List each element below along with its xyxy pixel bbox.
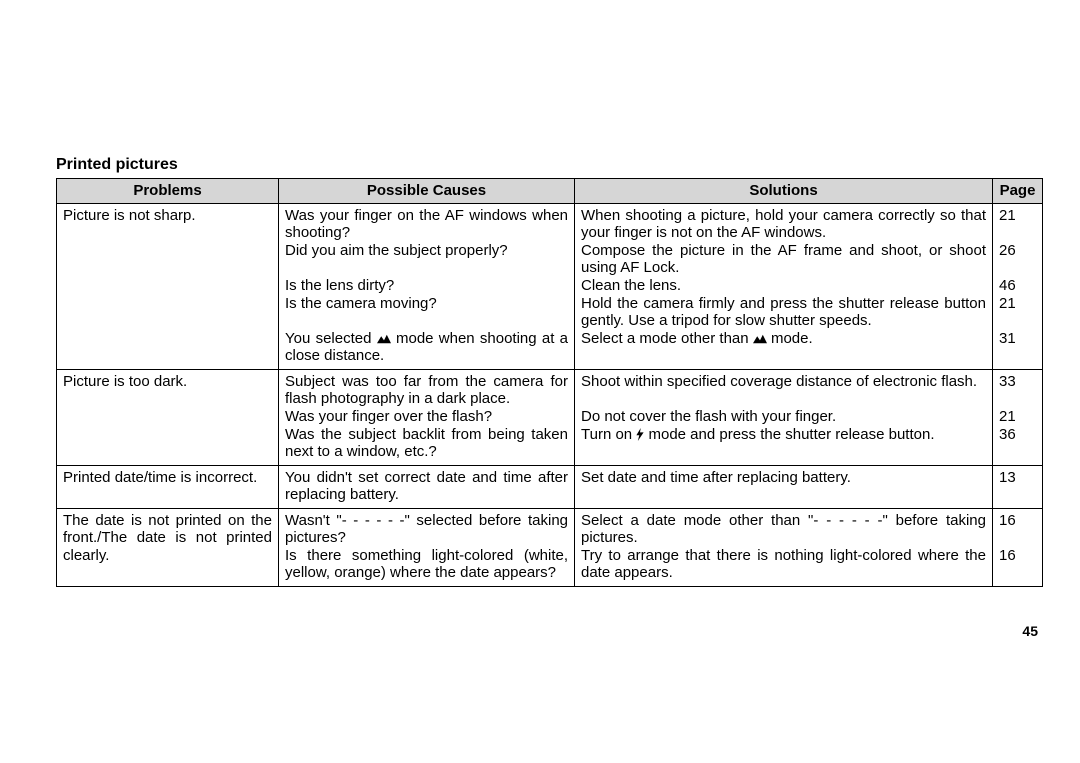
cell-solutions: Set date and time after replacing batter… — [575, 465, 993, 508]
section-title: Printed pictures — [56, 156, 1038, 174]
cause-entry: Was your finger on the AF windows when s… — [285, 207, 568, 242]
cell-causes: Was your finger on the AF windows when s… — [279, 203, 575, 369]
col-header-problems: Problems — [57, 179, 279, 204]
cause-entry: Did you aim the subject properly? — [285, 242, 568, 277]
cell-causes: You didn't set correct date and time aft… — [279, 465, 575, 508]
mountain-icon — [753, 334, 767, 344]
cell-causes: Wasn't "- - - - - -" selected before tak… — [279, 508, 575, 586]
cause-entry: Is the lens dirty? — [285, 277, 568, 295]
cell-page: 2126462131 — [993, 203, 1043, 369]
page-ref: 16 — [999, 547, 1036, 582]
solution-entry: Hold the camera firmly and press the shu… — [581, 295, 986, 330]
cause-entry: Subject was too far from the camera for … — [285, 373, 568, 408]
page: Printed pictures Problems Possible Cause… — [0, 0, 1080, 763]
page-ref: 31 — [999, 330, 1036, 365]
table-row: Picture is too dark.Subject was too far … — [57, 369, 1043, 465]
page-ref: 16 — [999, 512, 1036, 547]
cell-problem: The date is not printed on the front./Th… — [57, 508, 279, 586]
cell-solutions: When shooting a picture, hold your camer… — [575, 203, 993, 369]
page-ref: 46 — [999, 277, 1036, 295]
solution-entry: Compose the picture in the AF frame and … — [581, 242, 986, 277]
solution-entry: Set date and time after replacing batter… — [581, 469, 986, 504]
cause-entry: Wasn't "- - - - - -" selected before tak… — [285, 512, 568, 547]
solution-entry: Select a date mode other than "- - - - -… — [581, 512, 986, 547]
cell-page: 1616 — [993, 508, 1043, 586]
table-row: Picture is not sharp.Was your finger on … — [57, 203, 1043, 369]
cause-entry: You didn't set correct date and time aft… — [285, 469, 568, 504]
page-ref: 26 — [999, 242, 1036, 277]
page-ref: 21 — [999, 207, 1036, 242]
solution-entry: Turn on mode and press the shutter relea… — [581, 426, 986, 461]
cause-entry: Is the camera moving? — [285, 295, 568, 330]
solution-entry: Try to arrange that there is nothing lig… — [581, 547, 986, 582]
cell-problem: Picture is too dark. — [57, 369, 279, 465]
cause-entry: Was the subject backlit from being taken… — [285, 426, 568, 461]
col-header-causes: Possible Causes — [279, 179, 575, 204]
table-row: The date is not printed on the front./Th… — [57, 508, 1043, 586]
col-header-page: Page — [993, 179, 1043, 204]
page-number: 45 — [1022, 623, 1038, 639]
cell-solutions: Select a date mode other than "- - - - -… — [575, 508, 993, 586]
cell-problem: Printed date/time is incorrect. — [57, 465, 279, 508]
cell-page: 332136 — [993, 369, 1043, 465]
page-ref: 21 — [999, 408, 1036, 426]
cell-problem: Picture is not sharp. — [57, 203, 279, 369]
page-ref: 13 — [999, 469, 1036, 504]
solution-entry: When shooting a picture, hold your camer… — [581, 207, 986, 242]
cell-page: 13 — [993, 465, 1043, 508]
cell-causes: Subject was too far from the camera for … — [279, 369, 575, 465]
mountain-icon — [377, 334, 391, 344]
solution-entry: Clean the lens. — [581, 277, 986, 295]
solution-entry: Shoot within specified coverage distance… — [581, 373, 986, 408]
table-header-row: Problems Possible Causes Solutions Page — [57, 179, 1043, 204]
cause-entry: Was your finger over the flash? — [285, 408, 568, 426]
troubleshooting-table: Problems Possible Causes Solutions Page … — [56, 178, 1043, 587]
page-ref: 33 — [999, 373, 1036, 408]
col-header-solutions: Solutions — [575, 179, 993, 204]
page-ref: 36 — [999, 426, 1036, 461]
page-ref: 21 — [999, 295, 1036, 330]
table-row: Printed date/time is incorrect.You didn'… — [57, 465, 1043, 508]
cause-entry: Is there something light-colored (white,… — [285, 547, 568, 582]
solution-entry: Do not cover the flash with your finger. — [581, 408, 986, 426]
cell-solutions: Shoot within specified coverage distance… — [575, 369, 993, 465]
cause-entry: You selected mode when shooting at a clo… — [285, 330, 568, 365]
solution-entry: Select a mode other than mode. — [581, 330, 986, 365]
